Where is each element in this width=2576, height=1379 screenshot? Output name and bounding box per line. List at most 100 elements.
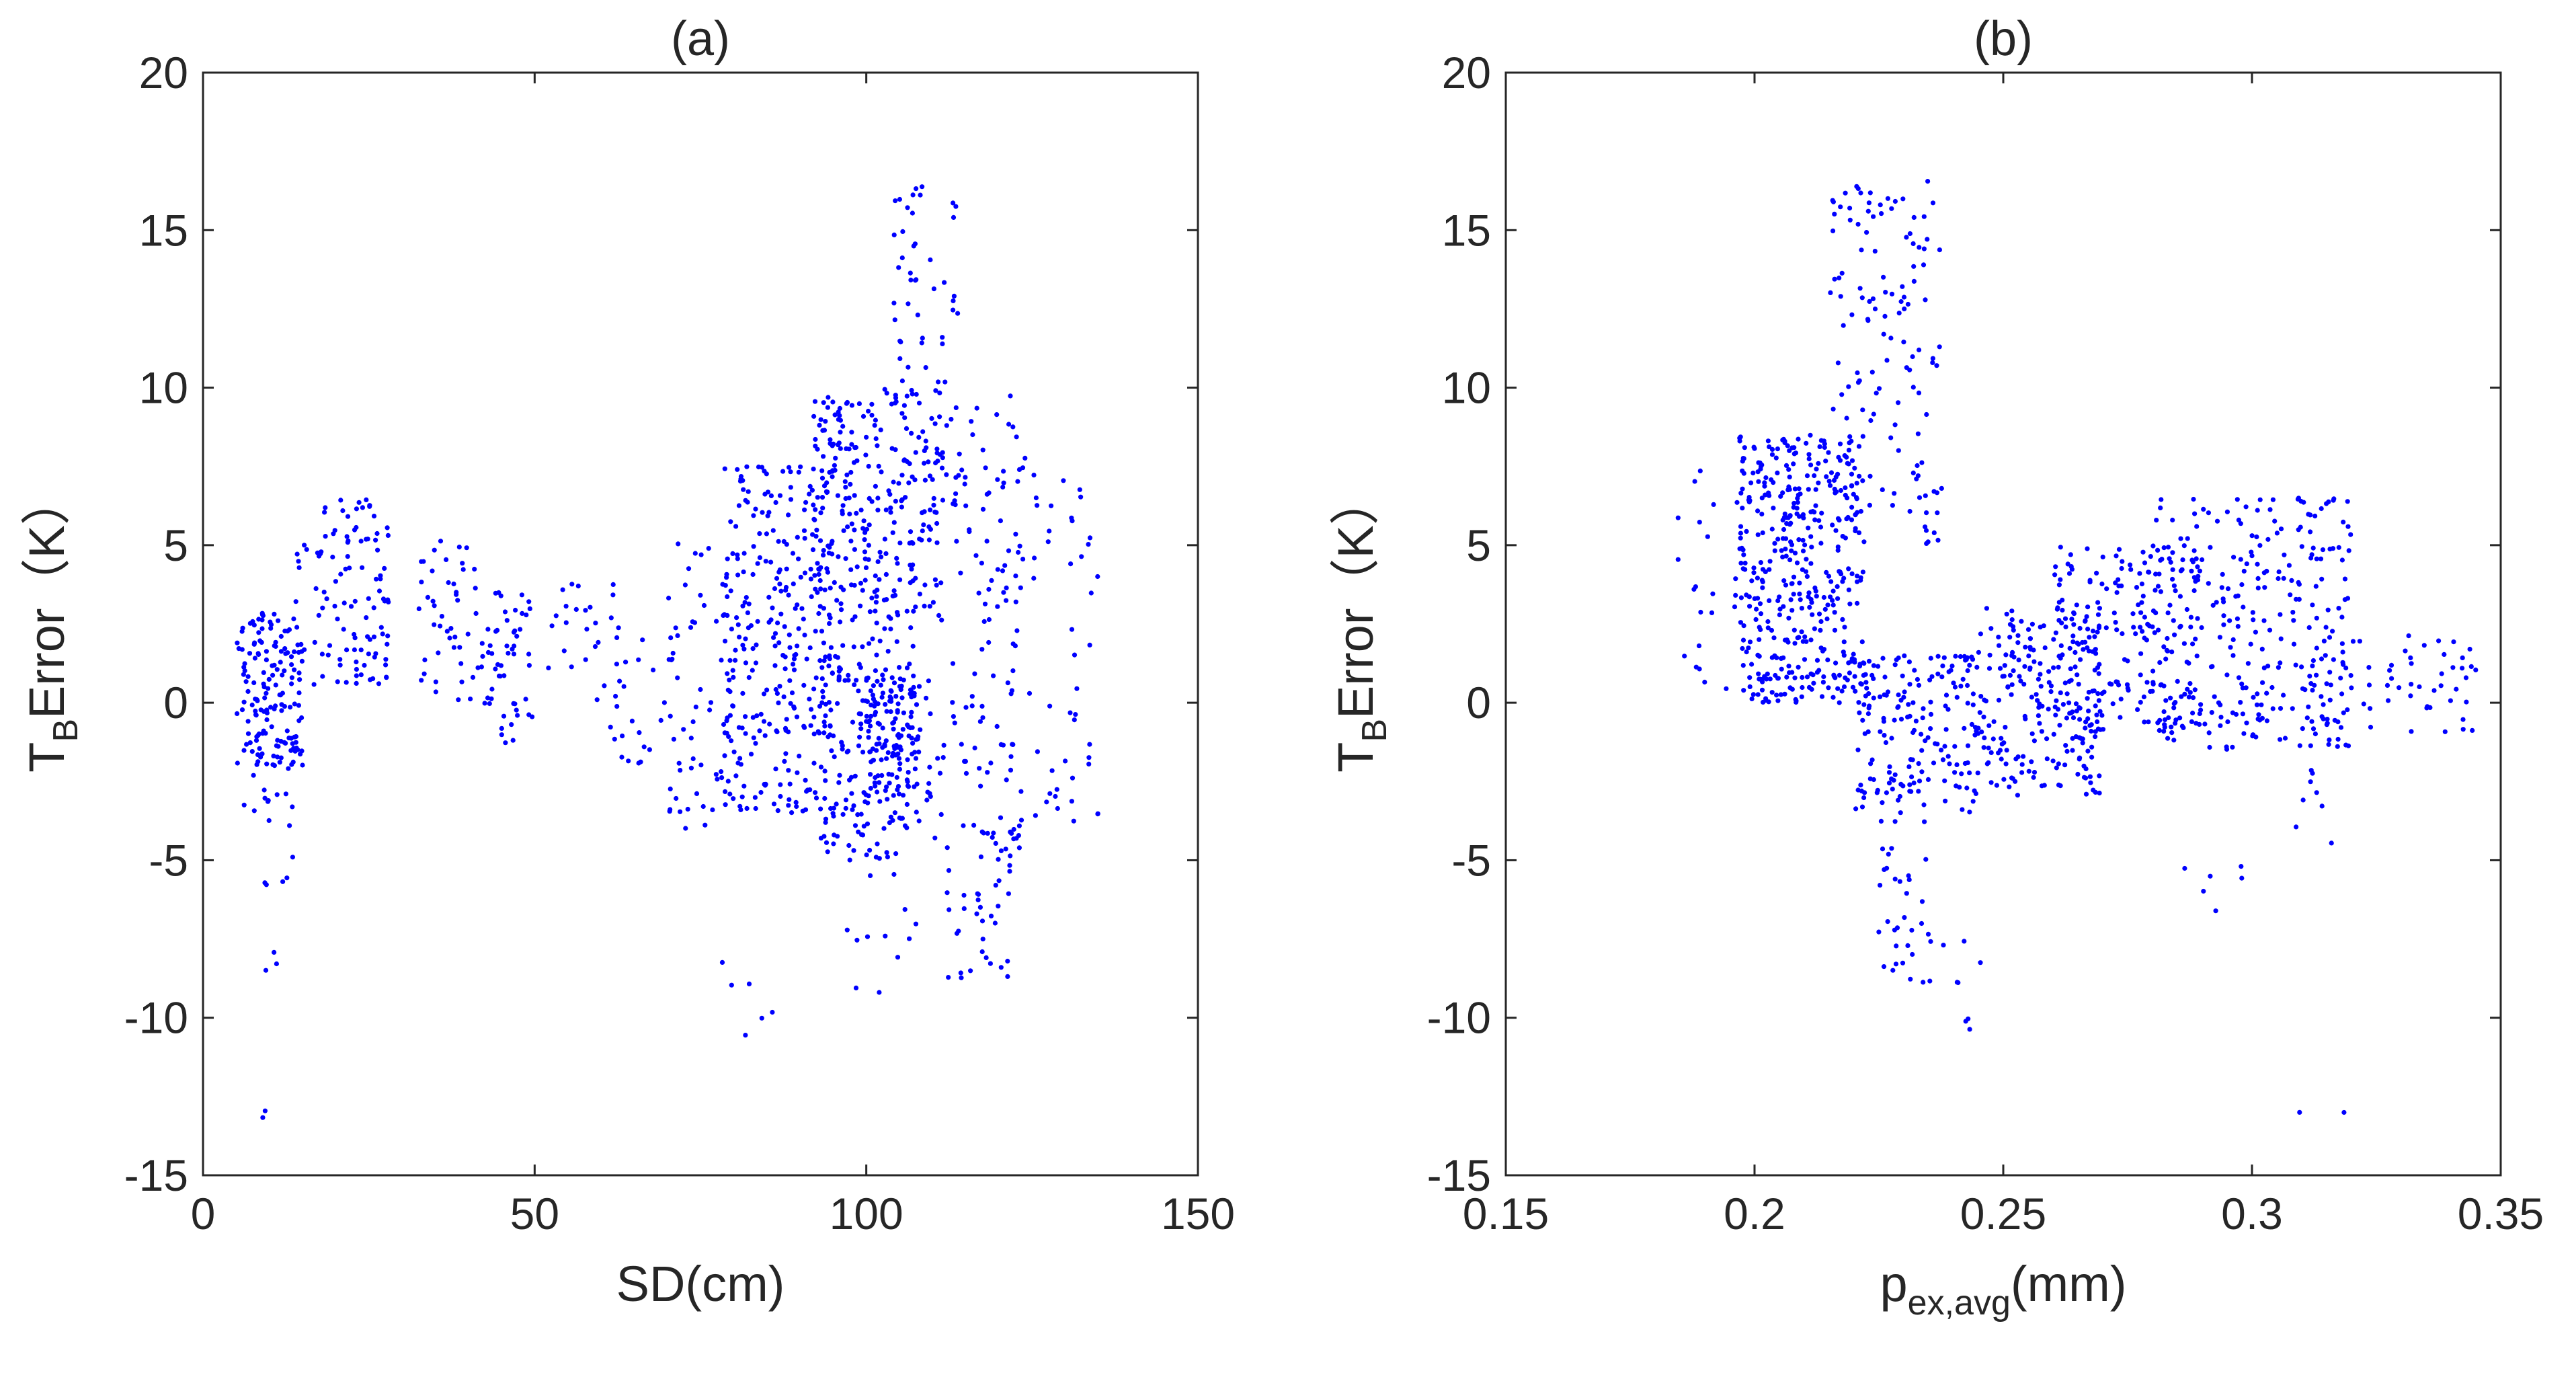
scatter-point: [2159, 557, 2165, 562]
scatter-point: [1779, 666, 1784, 672]
scatter-point: [979, 703, 985, 709]
scatter-point: [953, 491, 959, 496]
scatter-point: [374, 576, 379, 582]
scatter-point: [1782, 691, 1787, 697]
scatter-point: [2170, 576, 2175, 582]
scatter-point: [1884, 790, 1889, 795]
scatter-point: [526, 663, 532, 668]
scatter-point: [725, 556, 730, 561]
scatter-point: [714, 619, 719, 624]
scatter-point: [2235, 624, 2241, 629]
scatter-point: [772, 631, 778, 636]
scatter-point: [893, 399, 899, 405]
scatter-point: [909, 540, 914, 545]
scatter-point: [354, 673, 359, 678]
scatter-point: [438, 539, 444, 544]
scatter-point: [928, 794, 933, 799]
scatter-point: [742, 600, 748, 605]
scatter-point: [988, 913, 994, 918]
scatter-point: [1934, 363, 1939, 368]
scatter-point: [296, 718, 302, 723]
scatter-point: [244, 742, 249, 747]
scatter-point: [675, 675, 680, 680]
scatter-point: [880, 691, 885, 696]
scatter-point: [737, 634, 742, 640]
panel-b-y-label-main: T: [1328, 742, 1383, 773]
scatter-point: [385, 525, 390, 530]
scatter-point: [1831, 674, 1837, 679]
scatter-point: [2081, 775, 2087, 780]
scatter-point: [1924, 411, 1929, 418]
scatter-point: [1843, 675, 1848, 680]
scatter-point: [1930, 360, 1935, 366]
panel-b-plot-frame: [1504, 71, 2502, 1177]
scatter-point: [1857, 473, 1862, 479]
scatter-point: [1013, 574, 1018, 579]
scatter-point: [2161, 709, 2167, 715]
scatter-point: [2238, 521, 2243, 526]
scatter-point: [368, 677, 373, 682]
scatter-point: [1839, 688, 1845, 694]
scatter-point: [838, 666, 843, 672]
scatter-point: [750, 572, 756, 578]
scatter-point: [506, 650, 511, 656]
scatter-point: [2442, 652, 2447, 658]
scatter-point: [1906, 702, 1911, 707]
scatter-point: [860, 413, 867, 419]
scatter-point: [1855, 510, 1860, 515]
scatter-point: [1962, 939, 1967, 944]
scatter-point: [284, 728, 290, 734]
scatter-point: [2187, 690, 2193, 695]
scatter-point: [1018, 789, 1024, 794]
scatter-point: [1812, 473, 1817, 479]
scatter-point: [741, 551, 747, 556]
scatter-point: [1970, 691, 1976, 697]
scatter-point: [1738, 595, 1744, 600]
scatter-point: [1878, 202, 1883, 208]
scatter-point: [811, 467, 816, 472]
scatter-point: [2278, 612, 2283, 617]
scatter-point: [808, 566, 813, 572]
scatter-point: [914, 186, 919, 192]
scatter-point: [926, 781, 932, 786]
scatter-point: [1765, 619, 1771, 625]
scatter-point: [977, 766, 982, 771]
scatter-point: [2155, 547, 2161, 553]
scatter-point: [1970, 702, 1976, 707]
scatter-point: [2000, 674, 2005, 679]
scatter-point: [1889, 736, 1894, 741]
scatter-point: [1925, 735, 1931, 740]
scatter-point: [2448, 698, 2453, 703]
scatter-point: [1978, 960, 1983, 966]
scatter-point: [1966, 1016, 1971, 1021]
scatter-point: [2195, 564, 2200, 569]
scatter-point: [2169, 649, 2175, 655]
scatter-point: [2264, 718, 2269, 723]
scatter-point: [1742, 560, 1748, 566]
scatter-point: [1984, 606, 1989, 611]
scatter-point: [296, 703, 301, 708]
scatter-point: [958, 570, 963, 576]
scatter-point: [895, 701, 901, 707]
scatter-point: [1883, 290, 1888, 295]
scatter-point: [2046, 680, 2052, 685]
scatter-point: [745, 500, 750, 505]
scatter-point: [1910, 354, 1915, 360]
scatter-point: [2199, 625, 2204, 631]
scatter-point: [2248, 641, 2253, 647]
scatter-point: [583, 608, 588, 613]
scatter-point: [2085, 546, 2090, 551]
scatter-point: [2313, 584, 2319, 589]
scatter-point: [891, 232, 897, 237]
scatter-point: [812, 573, 817, 578]
scatter-point: [2297, 1109, 2302, 1115]
scatter-point: [2031, 738, 2037, 744]
scatter-point: [1791, 592, 1796, 597]
scatter-point: [1896, 448, 1901, 453]
scatter-point: [2139, 600, 2144, 605]
scatter-point: [1860, 434, 1865, 439]
scatter-point: [444, 629, 450, 634]
scatter-point: [2319, 506, 2324, 512]
scatter-point: [432, 603, 437, 608]
scatter-point: [2330, 629, 2335, 634]
